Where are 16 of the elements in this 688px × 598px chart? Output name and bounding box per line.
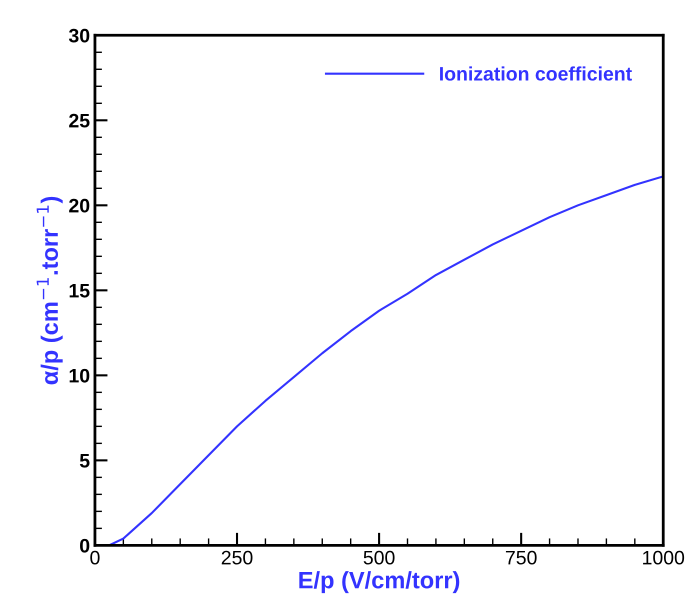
x-tick-label: 750 [506, 550, 537, 565]
y-tick-label: 25 [69, 114, 90, 128]
legend-label: Ionization coefficient [440, 66, 632, 81]
y-tick-label: 0 [80, 538, 90, 553]
y-tick-label: 5 [80, 454, 90, 468]
line-series [108, 175, 664, 546]
y-axis-title: α/p (cm$^{−1}$.torr$^{−1}$) [36, 196, 63, 384]
x-tick-label: 250 [222, 550, 252, 565]
y-tick-label: 15 [70, 284, 90, 298]
y-tick-label: 10 [70, 368, 90, 383]
y-tick-label: 30 [68, 28, 90, 43]
y-tick-label: 20 [69, 198, 90, 213]
x-tick-label: 0 [90, 550, 100, 565]
x-tick-label: 1000 [643, 550, 684, 565]
x-axis-title: E/p (V/cm/torr) [299, 571, 460, 594]
x-tick-label: 500 [364, 550, 395, 565]
